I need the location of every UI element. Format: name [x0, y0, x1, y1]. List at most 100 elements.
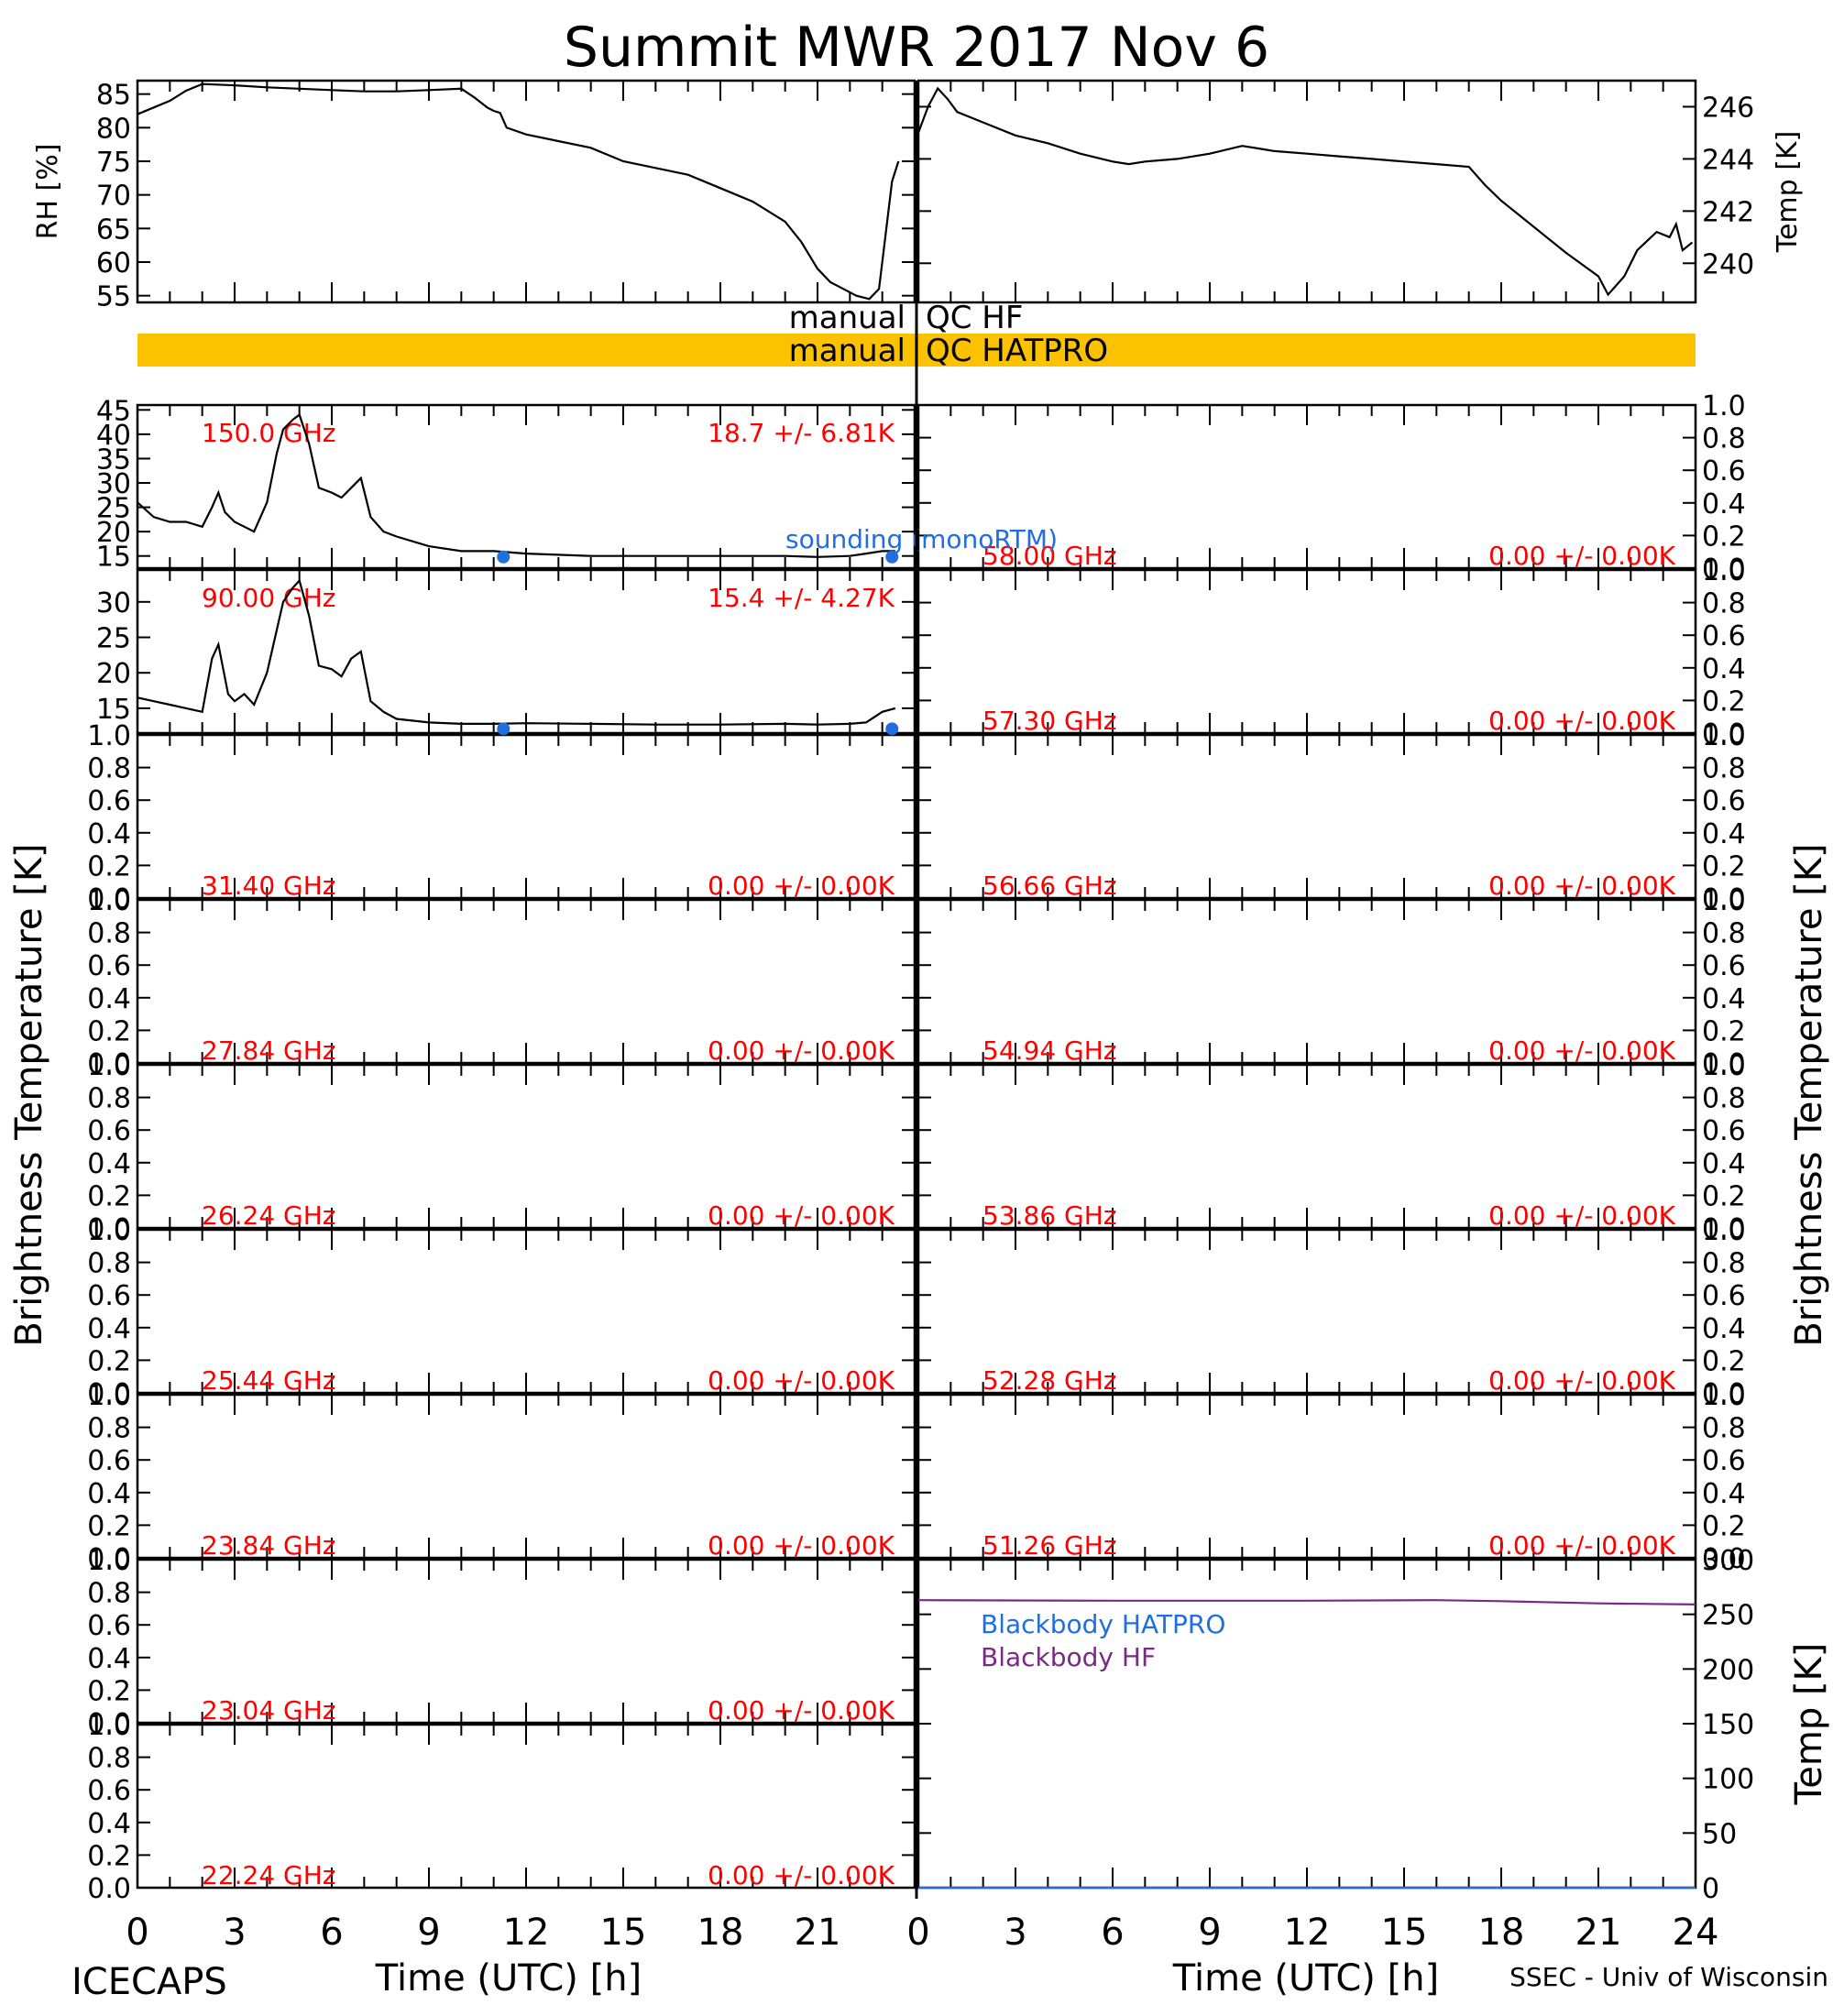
panel-ch3140-tick-label: 0.8	[87, 753, 131, 785]
channel-stats-ch2384: 0.00 +/- 0.00K	[708, 1530, 895, 1561]
temp-axis-label: Temp [K]	[1772, 131, 1804, 254]
channel-stats-ch58: 0.00 +/- 0.00K	[1488, 541, 1675, 571]
panel-ch2624-tick-label: 0.6	[87, 1115, 131, 1147]
x-tick-label-left: 6	[320, 1912, 343, 1954]
panel-ch2624-tick-label: 0.0	[87, 1213, 131, 1245]
qc-status-rows: manual QC HF manual QC HATPRO	[137, 300, 1696, 369]
panel-ch2784-tick-label: 0.4	[87, 983, 131, 1015]
rh-panel-tick-label: 80	[96, 113, 131, 145]
series-line-ch90	[137, 578, 896, 726]
x-tick-label-left: 12	[503, 1912, 550, 1954]
channel-stats-ch5228: 0.00 +/- 0.00K	[1488, 1365, 1675, 1396]
channel-label-ch2304: 23.04 GHz	[202, 1695, 336, 1726]
panel-ch58-tick-label: 0.2	[1702, 520, 1746, 553]
channel-stats-ch150: 18.7 +/- 6.81K	[708, 418, 895, 448]
panel-ch58-tick-label: 0.0	[1702, 553, 1746, 586]
rh-panel-tick-label: 75	[96, 147, 131, 179]
channel-stats-ch2624: 0.00 +/- 0.00K	[708, 1200, 895, 1231]
x-tick-label-right: 3	[1004, 1912, 1026, 1954]
qc-label-left-0: manual	[789, 300, 906, 336]
panel-ch2384-tick-label: 0.8	[87, 1413, 131, 1445]
rh-panel-frame	[136, 79, 916, 304]
blackbody-panel-tick-label: 50	[1702, 1818, 1737, 1850]
panel-ch2624-tick-label: 1.0	[87, 1050, 131, 1082]
sounding-point-ch90	[885, 722, 899, 736]
panel-ch150-tick-label: 40	[96, 420, 131, 452]
x-tick-label-left: 18	[697, 1912, 744, 1954]
temp-panel-tick-label: 240	[1702, 248, 1754, 280]
rh-series-line	[137, 82, 900, 301]
channel-label-ch5494: 54.94 GHz	[982, 1035, 1117, 1066]
panel-ch2544-tick-label: 0.6	[87, 1280, 131, 1312]
panel-ch5228-tick-label: 0.4	[1702, 1313, 1746, 1345]
panel-ch2224-tick-label: 0.8	[87, 1743, 131, 1775]
panel-ch5228-tick-label: 0.2	[1702, 1345, 1746, 1377]
panel-ch5386-tick-label: 0.4	[1702, 1148, 1746, 1180]
panel-ch5666-tick-label: 1.0	[1702, 720, 1746, 752]
qc-label-right-0: QC HF	[926, 300, 1023, 336]
channel-label-ch2544: 25.44 GHz	[202, 1365, 336, 1396]
panel-ch5126-tick-label: 0.2	[1702, 1510, 1746, 1542]
blackbody-legend-0: Blackbody HATPRO	[981, 1609, 1225, 1639]
channel-label-ch90: 90.00 GHz	[202, 583, 336, 613]
panel-ch2304-tick-label: 1.0	[87, 1545, 131, 1577]
sounding-label: sounding (monoRTM)	[785, 524, 1058, 554]
panel-ch2304-tick-label: 0.2	[87, 1675, 131, 1707]
panel-ch5666-tick-label: 0.8	[1702, 753, 1746, 785]
panel-ch2784-tick-label: 0.0	[87, 1048, 131, 1080]
panel-ch5126-tick-label: 0.6	[1702, 1445, 1746, 1477]
x-axis-label-left: Time (UTC) [h]	[375, 1957, 642, 2000]
panel-ch3140-tick-label: 0.0	[87, 883, 131, 915]
channel-label-ch3140: 31.40 GHz	[202, 871, 336, 901]
channel-stats-ch3140: 0.00 +/- 0.00K	[708, 871, 895, 901]
panel-ch150-tick-label: 25	[96, 493, 131, 525]
x-tick-label-left: 21	[795, 1912, 841, 1954]
channel-stats-ch2544: 0.00 +/- 0.00K	[708, 1365, 895, 1396]
channel-stats-ch5494: 0.00 +/- 0.00K	[1488, 1035, 1675, 1066]
x-ticks-right: 0 3 6 9 12 15 18 21 24	[906, 1912, 1718, 1954]
sounding-point-ch150	[885, 550, 899, 564]
panel-ch2784-tick-label: 0.6	[87, 950, 131, 982]
panel-ch5386-tick-label: 0.0	[1702, 1213, 1746, 1245]
panel-ch5386-tick-label: 1.0	[1702, 1050, 1746, 1082]
channel-label-ch2384: 23.84 GHz	[202, 1530, 336, 1561]
panel-ch2384-tick-label: 0.6	[87, 1445, 131, 1477]
panel-ch150-tick-label: 15	[96, 542, 131, 574]
x-tick-label-right: 15	[1381, 1912, 1428, 1954]
x-tick-label-left: 15	[600, 1912, 647, 1954]
panel-ch2784-tick-label: 0.2	[87, 1015, 131, 1047]
panel-ch58-tick-label: 0.8	[1702, 423, 1746, 455]
x-tick-label-right: 24	[1673, 1912, 1719, 1954]
panel-ch5730-tick-label: 0.6	[1702, 620, 1746, 652]
panel-ch5126-tick-label: 0.8	[1702, 1413, 1746, 1445]
panel-ch58-tick-label: 0.4	[1702, 488, 1746, 520]
x-tick-label-left: 9	[417, 1912, 440, 1954]
rh-panel-tick-label: 60	[96, 247, 131, 279]
rh-panel-tick-label: 85	[96, 80, 131, 112]
blackbody-panel-tick-label: 0	[1702, 1873, 1719, 1905]
x-tick-label-right: 9	[1198, 1912, 1221, 1954]
chart-title: Summit MWR 2017 Nov 6	[564, 16, 1269, 80]
panel-ch2624-tick-label: 0.4	[87, 1148, 131, 1180]
blackbody-panel-tick-label: 200	[1702, 1654, 1754, 1686]
panel-ch2784-tick-label: 1.0	[87, 885, 131, 917]
panel-ch5228-tick-label: 0.6	[1702, 1280, 1746, 1312]
panel-ch2304-tick-label: 0.8	[87, 1578, 131, 1610]
panel-ch150-tick-label: 45	[96, 395, 131, 427]
panel-ch5730-tick-label: 0.4	[1702, 653, 1746, 685]
x-axis-label-right: Time (UTC) [h]	[1172, 1957, 1439, 2000]
rh-panel-tick-label: 70	[96, 181, 131, 213]
right-axis-label: Brightness Temperature [K]	[1788, 843, 1830, 1346]
x-tick-label-right: 0	[906, 1912, 929, 1954]
panel-ch5666-tick-label: 0.2	[1702, 850, 1746, 882]
blackbody-panel-tick-label: 300	[1702, 1545, 1754, 1577]
panel-ch5386-tick-label: 0.6	[1702, 1115, 1746, 1147]
panel-ch2384-tick-label: 0.4	[87, 1478, 131, 1510]
qc-label-right-1: QC HATPRO	[926, 333, 1108, 369]
sounding-point-ch150	[497, 550, 510, 564]
panel-ch2224-tick-label: 1.0	[87, 1710, 131, 1742]
sounding-point-ch90	[497, 722, 510, 736]
panel-ch2384-tick-label: 0.2	[87, 1510, 131, 1542]
panel-ch2544-tick-label: 0.8	[87, 1248, 131, 1280]
